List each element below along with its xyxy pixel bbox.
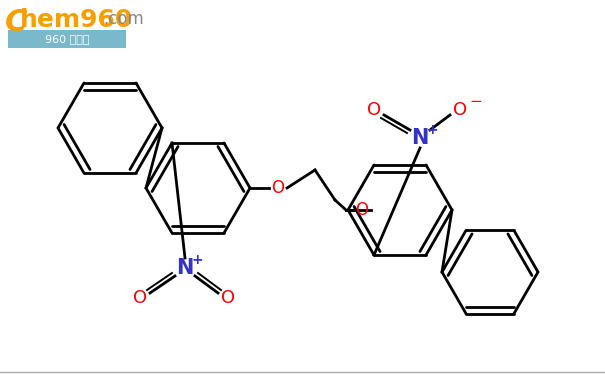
Text: O: O (453, 101, 467, 119)
Text: N: N (411, 128, 429, 148)
Text: N: N (176, 258, 194, 278)
Text: .com: .com (103, 10, 144, 28)
Text: 960 化工网: 960 化工网 (45, 34, 90, 44)
Text: −: − (469, 94, 482, 110)
Text: O: O (356, 201, 368, 219)
Text: +: + (426, 123, 438, 137)
Text: hem960: hem960 (20, 8, 133, 32)
Text: O: O (367, 101, 381, 119)
Text: O: O (272, 179, 284, 197)
Text: +: + (191, 253, 203, 267)
Text: C: C (5, 8, 27, 37)
Text: O: O (221, 289, 235, 307)
FancyBboxPatch shape (8, 30, 126, 48)
Text: O: O (133, 289, 147, 307)
